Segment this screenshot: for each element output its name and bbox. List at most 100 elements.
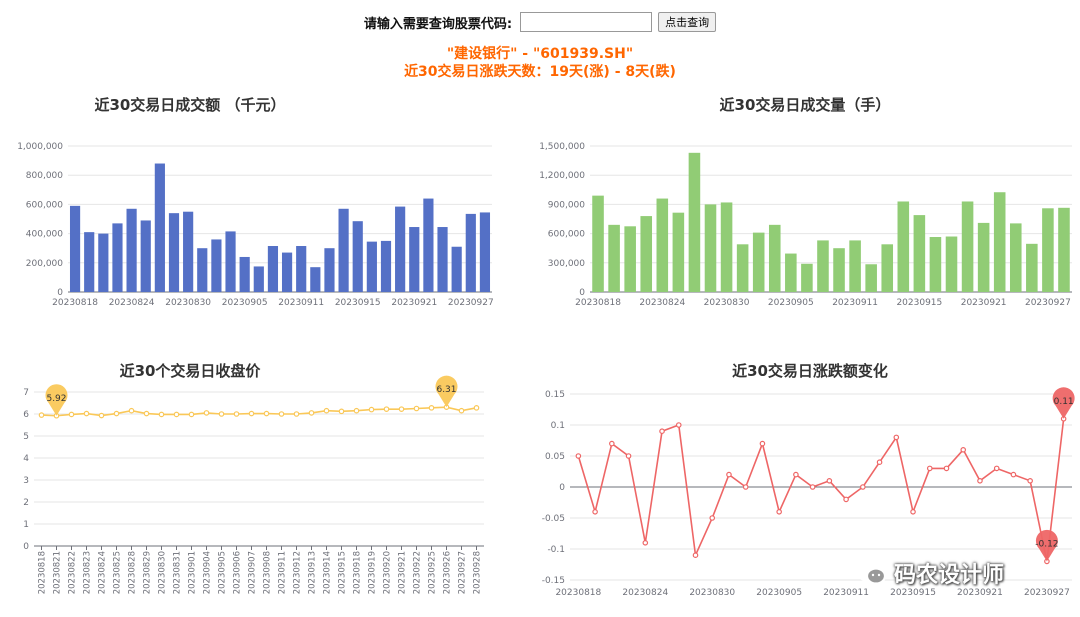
y-tick-label: 0.05 (545, 452, 565, 462)
y-tick-label: 2 (23, 498, 29, 508)
marker-label: 6.31 (436, 385, 456, 395)
data-point (659, 428, 665, 435)
data-point (793, 471, 799, 478)
y-tick-label: 600,000 (548, 230, 585, 240)
x-tick-label: 20230830 (704, 298, 750, 308)
bar (98, 233, 109, 292)
x-tick-label: 20230830 (158, 551, 168, 594)
search-label: 请输入需要查询股票代码: (363, 16, 513, 32)
bar (338, 208, 349, 292)
data-point (428, 405, 435, 411)
x-tick-label: 20230830 (689, 588, 735, 598)
x-tick-label: 20230821 (53, 551, 63, 594)
bar (961, 201, 974, 292)
data-point (413, 405, 420, 412)
bar (409, 227, 420, 292)
y-tick-label: -0.15 (542, 576, 565, 586)
data-point (709, 515, 716, 521)
x-tick-label: 20230911 (823, 588, 869, 598)
bar (736, 244, 749, 292)
x-tick-label: 20230921 (957, 588, 1003, 598)
bar (656, 198, 669, 292)
data-point (308, 410, 315, 416)
bar (423, 198, 434, 292)
data-point (128, 407, 135, 414)
bar (897, 201, 910, 292)
x-tick-label: 20230824 (98, 551, 108, 594)
y-tick-label: 1,200,000 (539, 171, 585, 181)
x-tick-label: 20230824 (622, 588, 668, 598)
bar (211, 239, 222, 292)
data-point (143, 410, 150, 417)
bar (69, 205, 81, 292)
data-point (809, 484, 816, 490)
bar (380, 240, 392, 292)
stock-name: "建设银行" - "601939.SH" (446, 46, 634, 62)
y-tick-label: -0.1 (547, 545, 565, 555)
data-point (592, 508, 598, 515)
data-point (993, 465, 1000, 472)
y-tick-label: 6 (23, 410, 29, 420)
data-point (158, 411, 165, 418)
data-point (977, 477, 983, 484)
data-point (68, 411, 75, 418)
bar (84, 232, 95, 292)
y-tick-label: 0 (579, 288, 585, 298)
x-tick-label: 20230913 (308, 551, 318, 594)
x-tick-label: 20230927 (448, 298, 494, 308)
x-tick-label: 20230922 (413, 551, 423, 594)
x-tick-label: 20230918 (353, 551, 363, 594)
data-point (398, 406, 405, 412)
bar (881, 244, 894, 292)
bar (126, 208, 137, 292)
x-tick-label: 20230915 (338, 551, 348, 594)
bar (785, 253, 797, 292)
x-tick-label: 20230905 (222, 298, 268, 308)
data-point (83, 410, 90, 417)
bar (592, 195, 604, 292)
watermark-text: 码农设计师 (894, 563, 1005, 588)
x-tick-label: 20230828 (128, 551, 138, 594)
bar (451, 246, 462, 292)
data-point (1027, 477, 1033, 484)
bar (672, 212, 685, 292)
bar (704, 204, 717, 292)
marker-label: 5.92 (46, 394, 66, 404)
x-tick-label: 20230921 (398, 551, 408, 594)
stock-code-input[interactable] (520, 12, 653, 32)
bar (640, 216, 653, 292)
bar (1009, 223, 1022, 292)
x-tick-label: 20230927 (458, 551, 468, 594)
x-tick-label: 20230823 (83, 551, 93, 594)
data-point (926, 465, 933, 472)
x-tick-label: 20230829 (143, 551, 153, 594)
y-tick-label: 1,500,000 (539, 142, 585, 152)
y-tick-label: 1,000,000 (17, 142, 63, 152)
bar (817, 240, 829, 292)
data-point (826, 477, 833, 484)
x-tick-label: 20230905 (768, 298, 814, 308)
x-tick-label: 20230824 (639, 298, 685, 308)
x-tick-label: 20230921 (961, 298, 1007, 308)
bar (197, 248, 208, 292)
bar (324, 248, 335, 292)
x-tick-label: 20230830 (165, 298, 211, 308)
bar (395, 206, 406, 292)
x-tick-label: 20230904 (203, 551, 213, 594)
bar (752, 232, 765, 292)
x-tick-label: 20230908 (263, 551, 273, 594)
query-button[interactable]: 点击查询 (658, 12, 717, 32)
bar (833, 248, 845, 292)
x-tick-label: 20230927 (1025, 298, 1071, 308)
bar (366, 241, 377, 292)
data-point (293, 411, 300, 417)
data-point (323, 407, 330, 414)
data-point (473, 405, 480, 411)
data-point (278, 411, 285, 417)
data-point (113, 410, 120, 417)
marker-label: 0.11 (1054, 397, 1074, 407)
y-tick-label: 3 (23, 476, 29, 486)
data-point (910, 508, 916, 515)
data-point (1010, 471, 1017, 478)
